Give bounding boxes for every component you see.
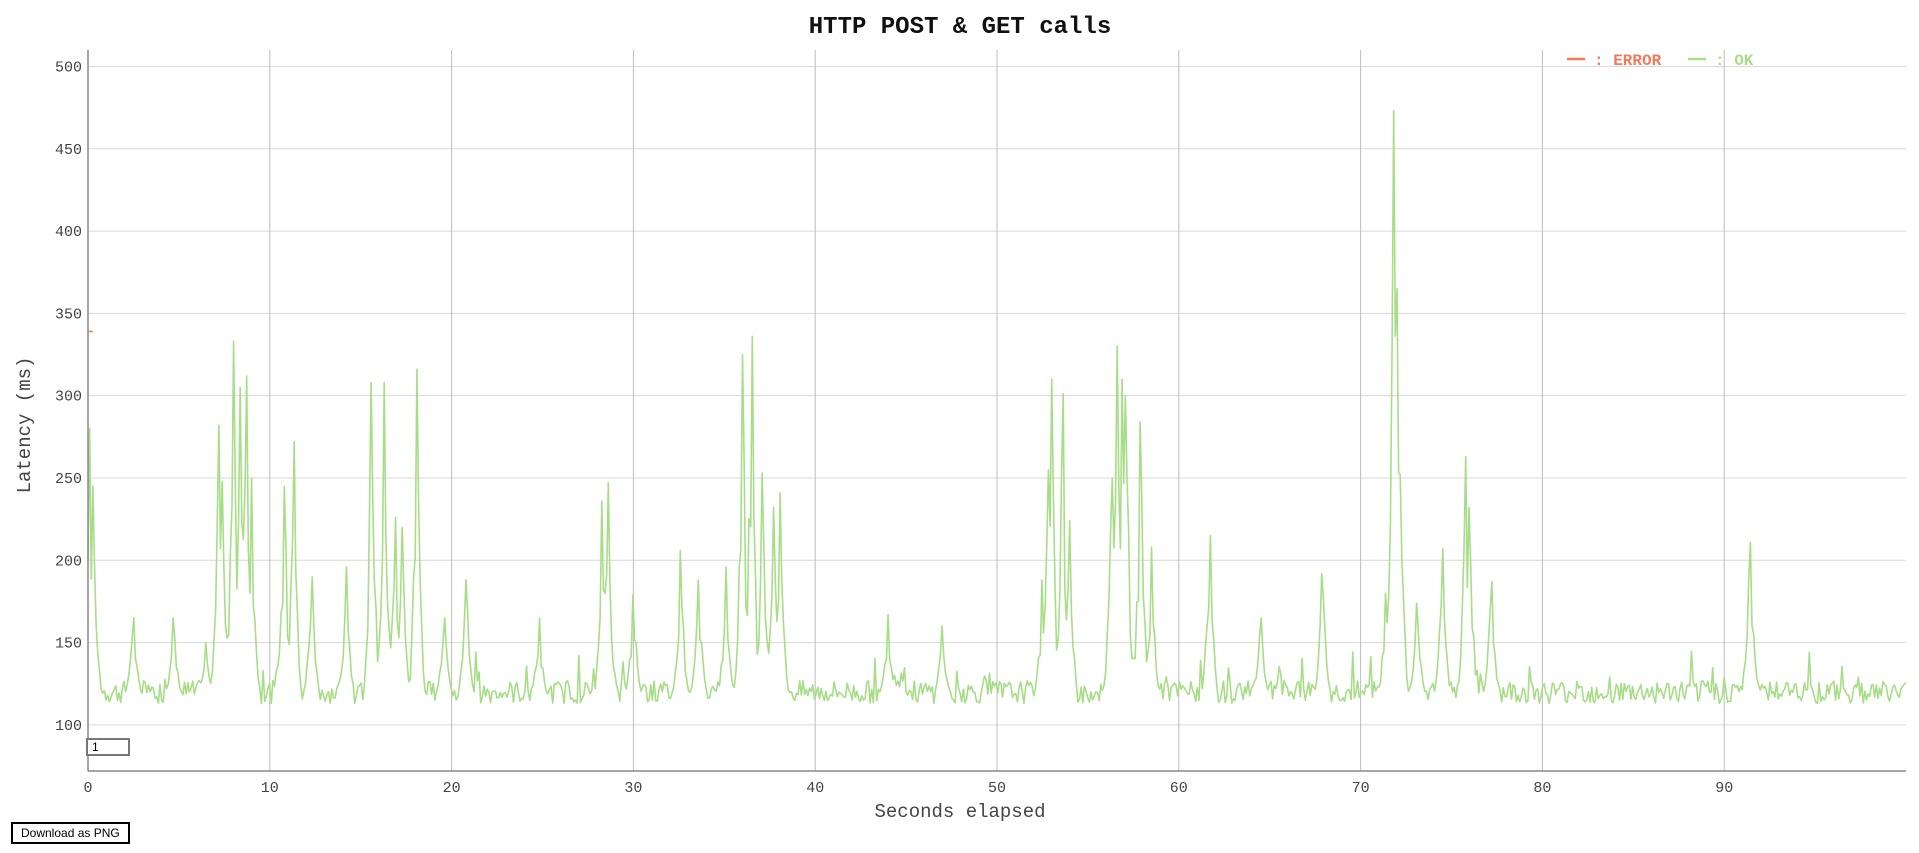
x-tick-label: 10	[261, 780, 279, 797]
y-axis-title: Latency (ms)	[14, 357, 36, 494]
x-tick-label: 30	[624, 780, 642, 797]
x-tick-label: 90	[1715, 780, 1733, 797]
grid	[88, 50, 1906, 771]
zoom-input[interactable]	[86, 738, 130, 756]
x-tick-label: 0	[83, 780, 92, 797]
y-tick-label: 150	[55, 636, 82, 653]
x-axis-title: Seconds elapsed	[874, 801, 1045, 823]
y-tick-label: 350	[55, 306, 82, 323]
x-tick-label: 60	[1170, 780, 1188, 797]
x-tick-label: 40	[806, 780, 824, 797]
legend-ok-label: : OK	[1715, 52, 1754, 70]
x-tick-label: 70	[1352, 780, 1370, 797]
series-ok	[87, 110, 1907, 705]
x-axis-ticks: 0 10 20 30 40 50 60 70 80 90	[83, 780, 1733, 797]
x-tick-label: 20	[443, 780, 461, 797]
y-tick-label: 450	[55, 142, 82, 159]
y-tick-label: 100	[55, 718, 82, 735]
x-tick-label: 80	[1533, 780, 1551, 797]
y-tick-label: 300	[55, 389, 82, 406]
y-tick-label: 500	[55, 59, 82, 76]
y-axis-ticks: 100 150 200 250 300 350 400 450 500	[55, 59, 82, 734]
chart-title: HTTP POST & GET calls	[809, 14, 1111, 41]
x-tick-label: 50	[988, 780, 1006, 797]
legend[interactable]: : ERROR : OK	[1567, 52, 1754, 70]
download-png-button[interactable]: Download as PNG	[11, 822, 130, 844]
y-tick-label: 200	[55, 553, 82, 570]
y-tick-label: 400	[55, 224, 82, 241]
legend-error-label: : ERROR	[1594, 52, 1662, 70]
y-tick-label: 250	[55, 471, 82, 488]
ok-series-line	[87, 110, 1907, 705]
